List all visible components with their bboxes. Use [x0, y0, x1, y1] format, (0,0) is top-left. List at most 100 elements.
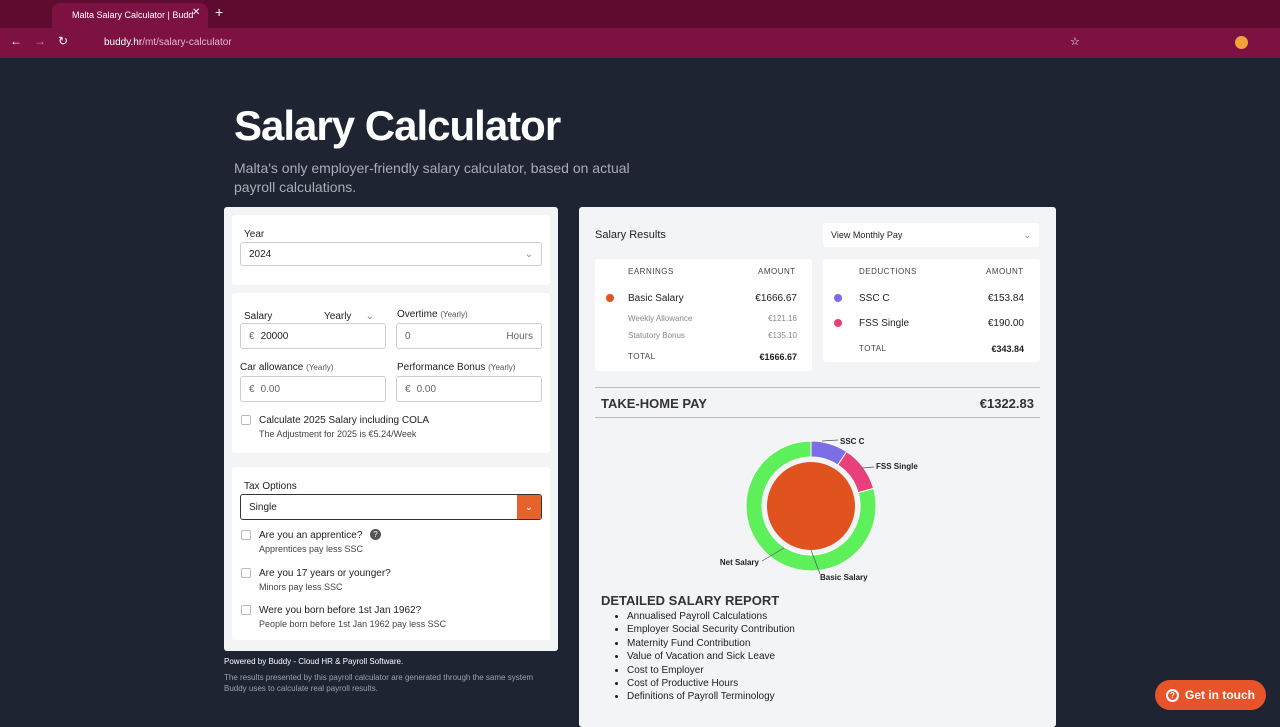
- overtime-unit: Hours: [506, 330, 533, 342]
- salary-period-value: Yearly: [324, 311, 352, 322]
- row-amount: €190.00: [987, 318, 1024, 329]
- row-amount: €1666.67: [755, 293, 797, 304]
- report-item: Value of Vacation and Sick Leave: [627, 650, 795, 663]
- subtitle: payroll calculations.: [234, 179, 357, 195]
- cola-label: Calculate 2025 Salary including COLA: [259, 415, 430, 426]
- total-amount: €1666.67: [759, 352, 797, 362]
- total-label: TOTAL: [859, 344, 887, 353]
- car-input[interactable]: €0.00: [240, 376, 386, 402]
- sub-row-label: Weekly Allowance: [628, 314, 693, 323]
- option-checkbox[interactable]: [241, 530, 251, 540]
- salary-input[interactable]: €20000: [240, 323, 386, 349]
- page-title: Salary Calculator: [234, 102, 561, 149]
- report-item: Cost of Productive Hours: [627, 677, 795, 690]
- donut-center: [767, 462, 855, 550]
- take-home-row: [595, 387, 1040, 418]
- salary-section: [232, 293, 550, 453]
- tab-close[interactable]: ✕: [192, 7, 201, 18]
- option-note: Minors pay less SSC: [259, 581, 343, 592]
- view-value: View Monthly Pay: [831, 230, 903, 240]
- overtime-input[interactable]: 0 Hours: [396, 323, 542, 349]
- option-note: Apprentices pay less SSC: [259, 544, 364, 554]
- bonus-label: Performance Bonus: [397, 362, 486, 373]
- leader-line: [821, 439, 839, 442]
- leader-line: [861, 466, 875, 469]
- currency: €: [405, 383, 411, 395]
- legend-dot: [606, 294, 614, 302]
- get-in-touch-button[interactable]: ? Get in touch: [1155, 680, 1266, 710]
- help-icon[interactable]: ?: [370, 529, 381, 540]
- salary-period[interactable]: Yearly ⌄: [324, 311, 374, 322]
- view-select[interactable]: View Monthly Pay ⌄: [823, 223, 1039, 247]
- row-label: Basic Salary: [628, 293, 684, 304]
- salary-label: Salary: [244, 311, 273, 322]
- year-select[interactable]: 2024 ⌄: [240, 242, 542, 266]
- powered-by: Powered by Buddy - Cloud HR & Payroll So…: [224, 657, 404, 666]
- table-header: DEDUCTIONS: [859, 267, 917, 276]
- profile-avatar[interactable]: [1235, 36, 1248, 49]
- currency: €: [249, 330, 255, 342]
- reload-button[interactable]: ↻: [58, 34, 69, 48]
- back-button[interactable]: ←: [10, 34, 22, 48]
- leader-line: [761, 547, 785, 562]
- tax-label: Tax Options: [244, 481, 297, 492]
- option-label: Were you born before 1st Jan 1962?: [259, 605, 422, 616]
- forward-button[interactable]: →: [34, 34, 46, 48]
- sub-row-amount: €121.16: [768, 314, 797, 323]
- option-checkbox[interactable]: [241, 567, 251, 578]
- subtitle: Malta's only employer-friendly salary ca…: [234, 160, 630, 176]
- bonus-input[interactable]: €0.00: [396, 376, 542, 402]
- report-item: Cost to Employer: [627, 664, 795, 677]
- salary-value: 20000: [260, 330, 289, 342]
- url-field[interactable]: buddy.hr/mt/salary-calculator: [78, 32, 1088, 54]
- bookmark-star[interactable]: ☆: [1070, 36, 1080, 48]
- cta-label: Get in touch: [1185, 688, 1255, 702]
- donut-label: FSS Single: [876, 462, 918, 471]
- donut-chart: SSC C FSS Single Net Salary Basic Salary: [720, 437, 918, 582]
- report-item: Maternity Fund Contribution: [627, 637, 795, 650]
- address-bar: [0, 28, 1280, 58]
- bonus-note: (Yearly): [488, 363, 516, 372]
- report-item: Definitions of Payroll Terminology: [627, 690, 795, 703]
- leader-line: [810, 549, 821, 575]
- take-home-label: TAKE-HOME PAY: [601, 396, 707, 411]
- row-amount: €153.84: [987, 293, 1024, 304]
- table-header: AMOUNT: [758, 267, 796, 276]
- disclaimer: Buddy uses to calculate real payroll res…: [224, 684, 378, 693]
- total-label: TOTAL: [628, 352, 656, 361]
- total-amount: €343.84: [991, 344, 1024, 354]
- report-item: Annualised Payroll Calculations: [627, 610, 795, 623]
- cola-checkbox[interactable]: [241, 415, 251, 425]
- tax-value: Single: [249, 501, 277, 513]
- browser-tab[interactable]: Malta Salary Calculator | Budd: [52, 3, 208, 28]
- table-header: EARNINGS: [628, 267, 674, 276]
- year-label: Year: [244, 229, 265, 240]
- sub-row-label: Statutory Bonus: [628, 331, 685, 340]
- tax-select[interactable]: Single ⌄: [240, 494, 542, 520]
- donut-segment: [745, 440, 877, 572]
- bonus-value: 0.00: [416, 383, 437, 395]
- url-host: buddy.hr: [104, 37, 143, 48]
- year-value: 2024: [249, 248, 272, 260]
- tab-title: Malta Salary Calculator | Budd: [72, 10, 194, 20]
- option-label: Are you an apprentice?: [259, 530, 363, 541]
- new-tab[interactable]: +: [215, 4, 224, 20]
- option-note: People born before 1st Jan 1962 pay less…: [259, 619, 447, 629]
- donut-label: SSC C: [840, 437, 865, 446]
- overtime-note: (Yearly): [440, 310, 468, 319]
- overtime-value: 0: [405, 330, 411, 342]
- cola-note: The Adjustment for 2025 is €5.24/Week: [259, 429, 417, 439]
- take-home-value: €1322.83: [979, 396, 1034, 411]
- car-label: Car allowance: [240, 362, 304, 373]
- overtime-label: Overtime: [397, 309, 438, 320]
- tab-bar: [0, 0, 1280, 28]
- option-checkbox[interactable]: [241, 605, 251, 615]
- option-label: Are you 17 years or younger?: [259, 567, 391, 579]
- report-list: Annualised Payroll CalculationsEmployer …: [600, 610, 795, 704]
- row-label: FSS Single: [859, 318, 910, 329]
- report-title: DETAILED SALARY REPORT: [601, 593, 780, 608]
- currency: €: [249, 383, 255, 395]
- legend-dot: [834, 294, 842, 302]
- disclaimer: The results presented by this payroll ca…: [224, 673, 534, 682]
- table-header: AMOUNT: [986, 267, 1024, 276]
